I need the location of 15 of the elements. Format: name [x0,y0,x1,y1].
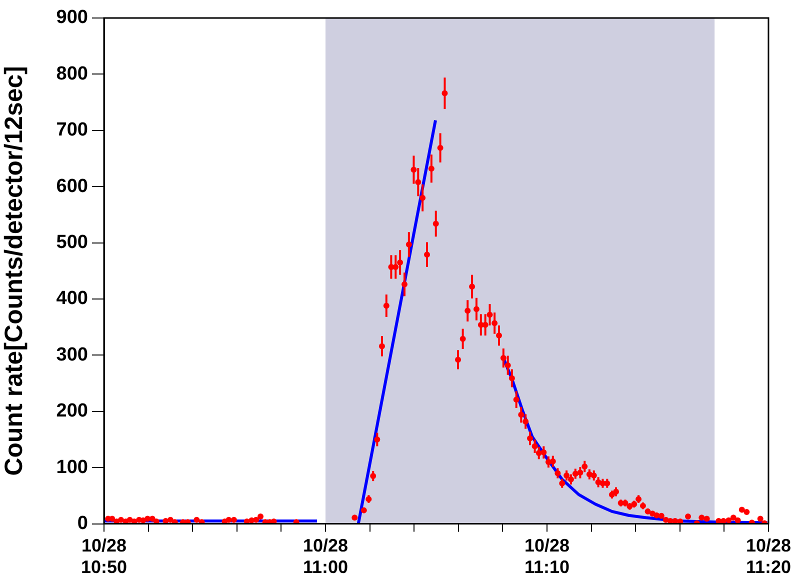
y-tick-label: 400 [56,288,88,310]
y-tick-label: 300 [56,344,88,366]
x-tick-label: 10/28 10:50 [80,536,128,578]
y-tick-label: 0 [77,513,88,534]
x-tick-label: 10/28 11:10 [524,536,570,578]
y-axis-title: Count rate[Counts/detector/12sec] [0,66,28,476]
y-tick-label: 600 [56,176,88,197]
y-tick-label: 500 [56,232,88,254]
y-tick-label: 800 [56,63,88,84]
y-tick-label: 900 [56,7,88,28]
x-tick-label: 10/28 11:00 [302,536,348,578]
x-tick-label: 10/28 11:20 [746,536,791,578]
y-tick-label: 100 [56,456,88,478]
y-tick-label: 700 [56,120,88,141]
y-tick-label: 200 [56,400,88,422]
